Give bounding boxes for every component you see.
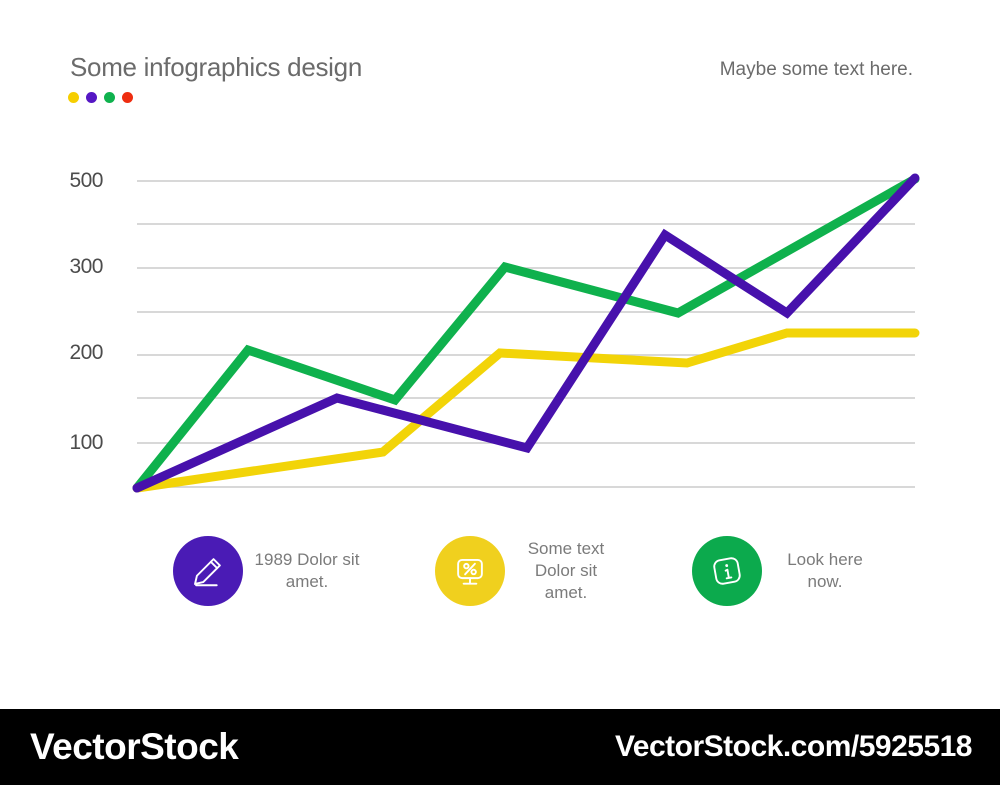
y-tick-label: 100	[69, 431, 103, 454]
percent-sign-icon	[457, 558, 483, 585]
legend-dot-yellow	[68, 92, 79, 103]
feature-circle	[692, 536, 762, 606]
page-title: Some infographics design	[70, 52, 362, 82]
y-tick-label: 300	[69, 255, 103, 278]
series-green-line	[132, 174, 920, 493]
info-icon	[713, 557, 741, 585]
title-color-dots	[68, 92, 133, 103]
vectorstock-logo: VectorStock	[30, 726, 239, 767]
feature-circle	[173, 536, 243, 606]
legend-dot-purple	[86, 92, 97, 103]
feature-text: Some text Dolor sit amet.	[527, 539, 605, 602]
feature-circle	[435, 536, 505, 606]
series-purple-line	[132, 173, 920, 493]
pencil-icon	[194, 558, 221, 587]
header-note: Maybe some text here.	[719, 59, 913, 80]
y-tick-label: 200	[69, 341, 103, 364]
watermark-url: VectorStock.com/5925518	[614, 730, 973, 763]
feature-text: Look here now.	[787, 550, 863, 591]
legend-dot-red	[122, 92, 133, 103]
legend-dot-green	[104, 92, 115, 103]
series-yellow-line	[132, 328, 920, 493]
feature-text: 1989 Dolor sit amet.	[254, 550, 360, 591]
y-tick-label: 500	[69, 169, 103, 192]
footer-bar: VectorStock VectorStock.com/5925518	[0, 709, 1000, 785]
